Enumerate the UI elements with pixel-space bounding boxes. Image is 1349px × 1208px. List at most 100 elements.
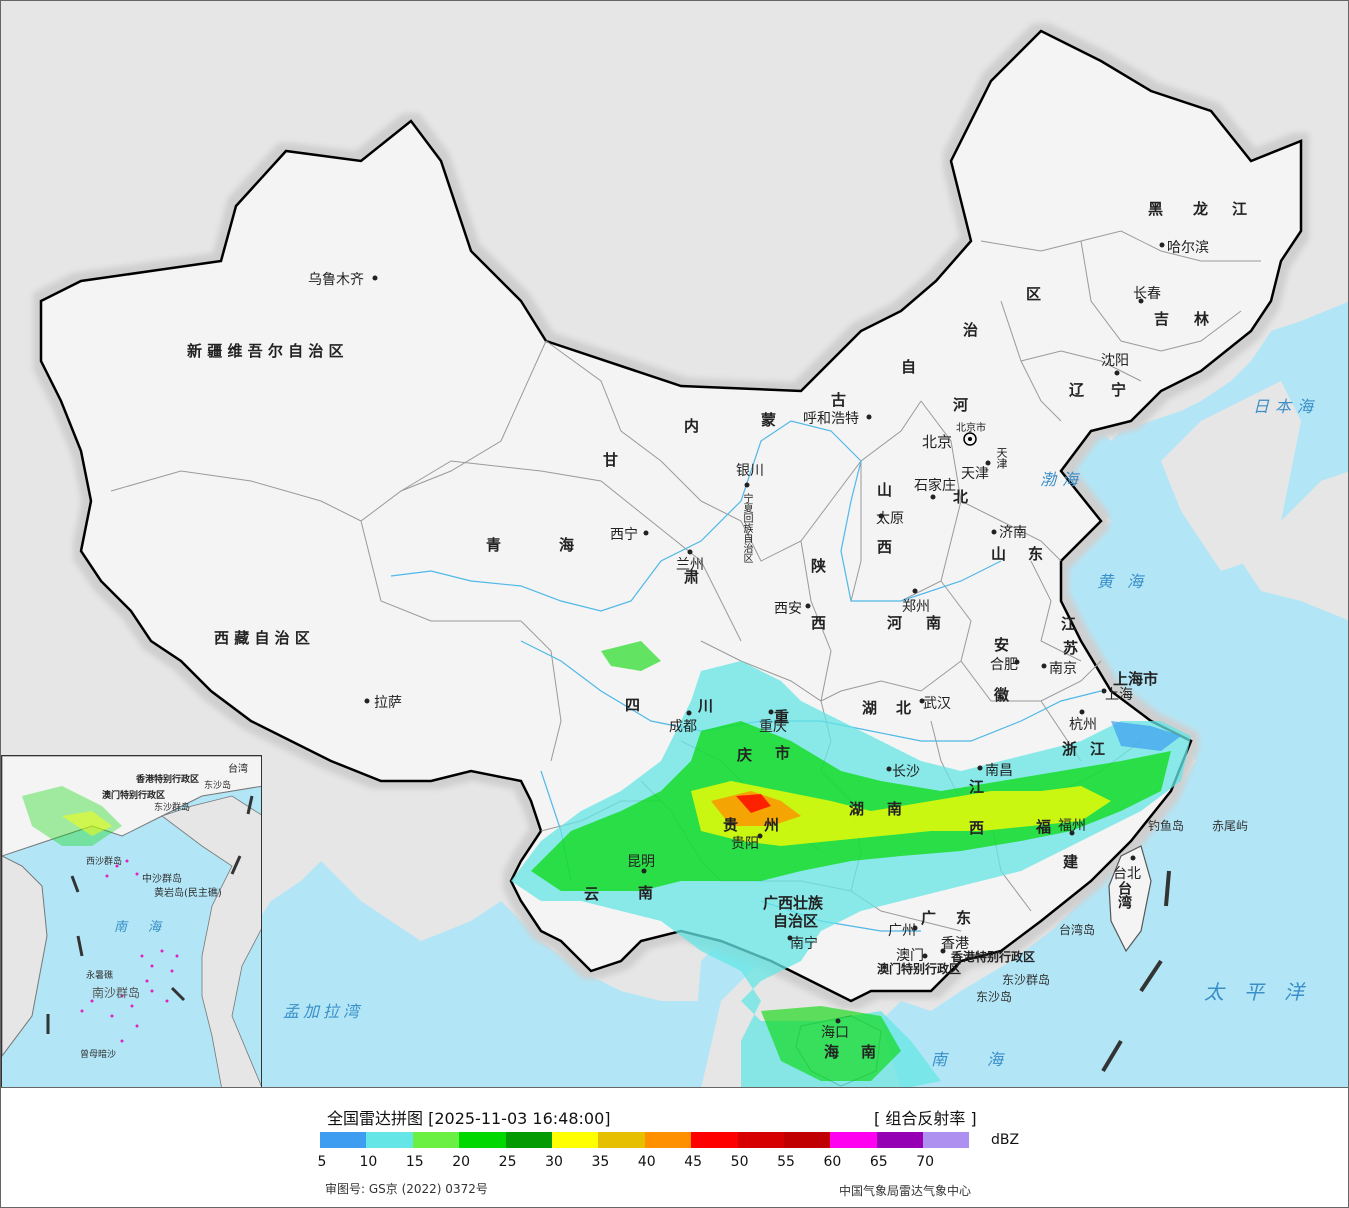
sea-label-japan: 日本海 [1253, 397, 1320, 416]
province-label-gan: 甘 [603, 451, 619, 469]
colorbar-tick-label: 5 [317, 1154, 327, 1170]
province-label-shan-sd: 山 [991, 545, 1007, 563]
province-label-nan-yn: 南 [638, 884, 654, 902]
island-label: 赤尾屿 [1212, 819, 1249, 833]
radar-map: 新 疆 维 吾 尔 自 治 区 西 藏 自 治 区 青 海 甘 肃 内 蒙 古 … [0, 0, 1349, 1088]
city-dots [364, 242, 1165, 1024]
sea-label-yellow: 黄海 [1097, 572, 1158, 591]
colorbar-ticks: 5 10 15 20 25 30 35 40 45 50 55 60 65 70 [1, 1154, 1349, 1172]
province-label-zhi: 治 [963, 321, 979, 339]
inset-island-label: 黄岩岛(民主礁) [154, 888, 222, 899]
province-label-hei: 黑 [1148, 200, 1164, 218]
city-label: 乌鲁木齐 [308, 272, 364, 288]
province-label-gui: 贵 [723, 816, 739, 834]
colorbar-tick-label: 10 [359, 1154, 378, 1170]
china-outline [39, 29, 1303, 1003]
island-label: 香港特别行政区 [951, 950, 1036, 964]
legend-product: [ 组合反射率 ] [874, 1109, 977, 1128]
province-label-guangxi-zzq: 自治区 [773, 912, 819, 930]
colorbar-swatch [551, 1132, 599, 1148]
colorbar-tick-label: 25 [498, 1154, 517, 1170]
province-label-jiang-hlj: 江 [1232, 200, 1248, 218]
colorbar-tick-label: 60 [823, 1154, 842, 1170]
province-label-tibet: 西 藏 自 治 区 [214, 629, 310, 647]
province-label-hui: 徽 [994, 686, 1010, 704]
province-label-he-hb: 河 [953, 396, 969, 414]
inset-island-label: 中沙群岛 [142, 874, 182, 885]
province-label-meng: 蒙 [761, 411, 777, 429]
province-label-gu: 古 [831, 391, 847, 409]
city-label: 哈尔滨 [1167, 240, 1209, 256]
colorbar-tick-label: 65 [869, 1154, 888, 1170]
city-label: 郑州 [902, 599, 930, 615]
city-label: 成都 [669, 719, 697, 735]
province-label-taiwan: 台湾 [1116, 881, 1132, 909]
province-label-nan-hunan: 南 [887, 800, 903, 818]
province-label-guangxi: 广西壮族 [763, 894, 824, 912]
province-label-xi-jx: 西 [969, 819, 985, 837]
province-label-guang: 广 [921, 909, 937, 927]
colorbar-tick-label: 45 [684, 1154, 703, 1170]
province-label-dong-gd: 东 [956, 909, 972, 927]
city-label: 西宁 [610, 527, 638, 543]
colorbar-swatch [644, 1132, 692, 1148]
colorbar-swatch [459, 1132, 506, 1148]
island-label: 台湾岛 [1059, 923, 1096, 937]
city-label: 石家庄 [914, 478, 956, 494]
province-label-zi: 自 [901, 358, 917, 376]
colorbar-swatch [412, 1132, 460, 1148]
province-label-bei-hubei: 北 [896, 699, 912, 717]
province-label-si: 四 [625, 696, 641, 714]
approval-number: 审图号: GS京 (2022) 0372号 [325, 1182, 488, 1196]
colorbar-tick-label: 70 [916, 1154, 935, 1170]
city-label: 上海 [1105, 687, 1133, 703]
inset-sea-label: 海 [148, 920, 162, 935]
province-label-tianjin: 天津 [995, 447, 1008, 469]
province-label-yun: 云 [584, 885, 600, 903]
inset-island-label: 澳门特别行政区 [102, 791, 166, 801]
province-label-xinjiang: 新 疆 维 吾 尔 自 治 区 [187, 342, 344, 360]
city-label: 银川 [736, 463, 764, 479]
inset-island-label: 曾母暗沙 [80, 1050, 117, 1060]
province-label-chuan: 川 [698, 697, 714, 715]
sea-label-pacific: 太平洋 [1204, 980, 1324, 1004]
island-label: 东沙岛 [976, 990, 1013, 1004]
province-label-beijing: 北京市 [956, 423, 986, 434]
city-label: 长春 [1133, 286, 1161, 302]
city-label: 拉萨 [374, 695, 402, 711]
province-label-hai: 海 [559, 536, 575, 554]
province-label-nei: 内 [684, 417, 700, 435]
province-label-zhou: 州 [764, 816, 780, 834]
city-label: 合肥 [990, 657, 1018, 673]
province-label-jian: 建 [1063, 853, 1079, 871]
city-label: 南京 [1049, 661, 1077, 677]
province-label-su: 肃 [684, 568, 700, 586]
province-label-fu: 福 [1036, 818, 1052, 836]
province-label-long: 龙 [1193, 200, 1209, 218]
colorbar-tick-label: 35 [591, 1154, 610, 1170]
city-label: 海口 [821, 1025, 849, 1041]
province-label-nan-hainan: 南 [861, 1043, 877, 1061]
legend-unit: dBZ [991, 1132, 1020, 1148]
province-label-xi-sx: 西 [877, 538, 893, 556]
province-label-liao: 辽 [1069, 381, 1085, 399]
province-label-shaan: 陕 [811, 557, 827, 575]
province-label-hu-hubei: 湖 [862, 699, 878, 717]
taiwan-island [1108, 845, 1152, 953]
city-label: 贵阳 [731, 836, 759, 852]
colorbar-swatch [737, 1132, 784, 1148]
colorbar-swatch [830, 1132, 877, 1148]
province-label-bei-hb: 北 [953, 488, 969, 506]
colorbar-swatch [366, 1132, 413, 1148]
colorbar-swatch [691, 1132, 738, 1148]
colorbar-tick-label: 40 [637, 1154, 656, 1170]
colorbar [320, 1132, 970, 1148]
beijing-capital-dot [968, 437, 972, 441]
province-label-chong: 重 [774, 708, 790, 726]
province-label-zhe: 浙 [1062, 740, 1078, 758]
city-label: 重庆 [759, 719, 787, 735]
inset-island-label: 南沙群岛 [92, 986, 141, 1000]
colorbar-swatch [505, 1132, 552, 1148]
province-label-an: 安 [994, 636, 1010, 654]
city-label: 兰州 [676, 557, 704, 573]
